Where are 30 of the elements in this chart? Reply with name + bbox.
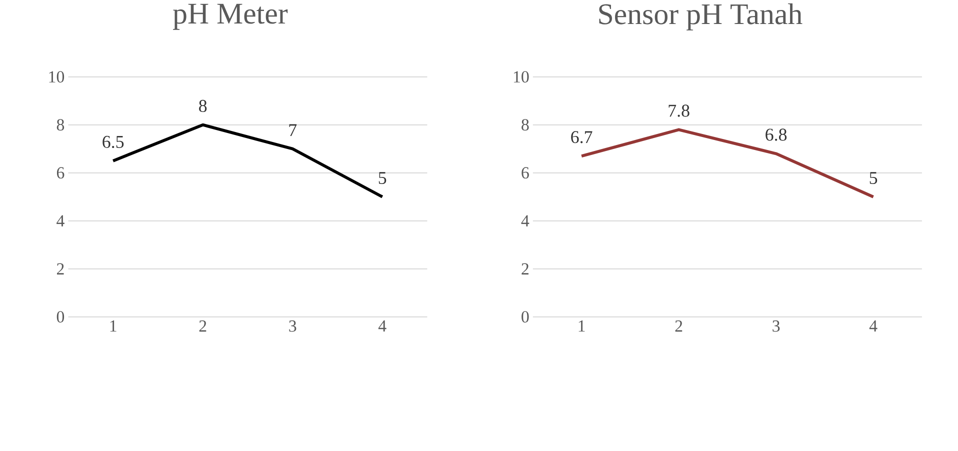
x-tick-label: 3 (289, 320, 296, 332)
x-tick-label: 1 (110, 320, 116, 332)
chart-title: Sensor pH Tanah (599, 3, 802, 30)
x-tick-label: 4 (378, 320, 386, 332)
y-tick-label: 10 (514, 71, 529, 82)
data-label: 6.5 (102, 136, 124, 148)
data-label: 7 (289, 124, 297, 136)
chart-title: pH Meter (173, 4, 288, 30)
data-label: 5 (378, 172, 386, 184)
y-tick-label: 4 (56, 215, 64, 226)
y-tick-label: 8 (56, 119, 64, 130)
data-label: 7.8 (668, 104, 690, 117)
data-label: 8 (199, 100, 207, 112)
y-tick-label: 8 (522, 119, 529, 130)
data-label: 6.7 (571, 130, 592, 144)
y-tick-label: 6 (56, 167, 64, 178)
x-tick-label: 2 (675, 320, 682, 332)
y-tick-label: 2 (56, 263, 64, 274)
data-label: 6.8 (766, 128, 787, 141)
y-tick-label: 0 (56, 311, 64, 322)
y-tick-label: 6 (522, 167, 529, 178)
y-tick-label: 10 (49, 71, 64, 82)
x-tick-label: 2 (199, 320, 206, 332)
y-tick-label: 2 (522, 263, 528, 274)
data-label: 5 (870, 172, 878, 184)
y-tick-label: 4 (521, 215, 530, 226)
y-tick-label: 0 (522, 311, 529, 322)
x-tick-label: 3 (772, 320, 780, 332)
x-tick-label: 1 (578, 320, 585, 332)
x-tick-label: 4 (869, 320, 878, 332)
